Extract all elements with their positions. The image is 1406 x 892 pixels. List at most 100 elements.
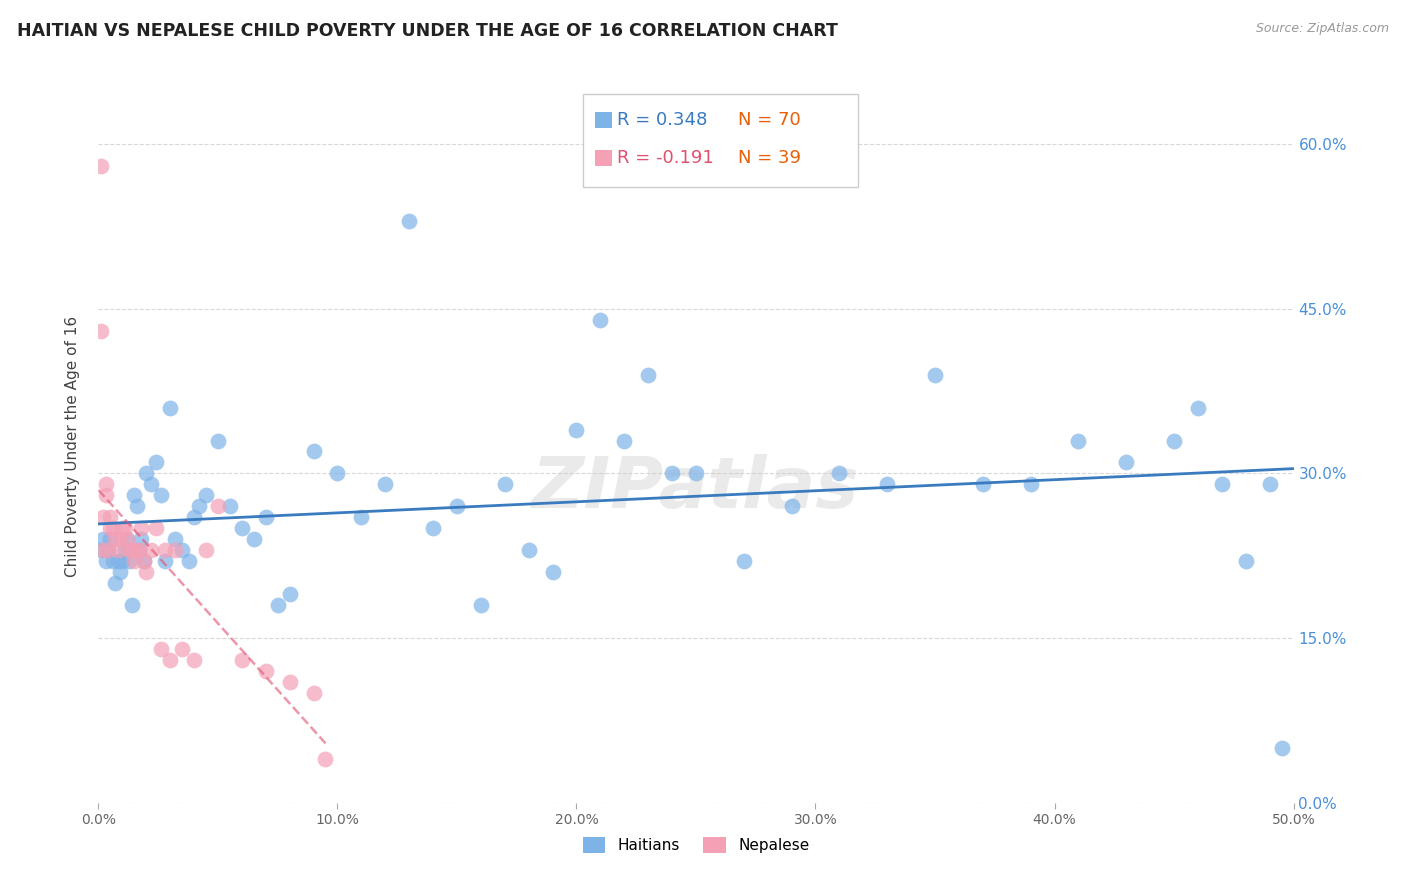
Point (924, 368, 946, 382)
Point (114, 543, 136, 558)
Point (231, 653, 253, 667)
Text: ZIPatlas: ZIPatlas (533, 454, 859, 524)
Point (1258, 477, 1281, 491)
Point (111, 554, 134, 568)
Point (302, 686, 325, 700)
Point (91, 510, 114, 524)
Point (172, 642, 194, 657)
Text: R = 0.348: R = 0.348 (617, 112, 707, 129)
Point (446, 500, 468, 514)
Point (149, 488, 172, 502)
Point (1019, 477, 1042, 491)
Point (972, 477, 994, 491)
Point (613, 434, 636, 448)
Point (207, 500, 229, 514)
Point (107, 543, 129, 558)
Point (1067, 434, 1090, 448)
Point (876, 477, 898, 491)
Point (115, 533, 138, 547)
Point (97, 543, 120, 558)
Point (1187, 401, 1209, 415)
Point (1271, 740, 1294, 755)
Point (91, 533, 114, 547)
Point (780, 500, 803, 514)
Point (302, 444, 325, 458)
Point (187, 500, 209, 514)
Point (179, 554, 201, 568)
Text: HAITIAN VS NEPALESE CHILD POVERTY UNDER THE AGE OF 16 CORRELATION CHART: HAITIAN VS NEPALESE CHILD POVERTY UNDER … (17, 22, 838, 40)
Point (254, 664, 277, 678)
Point (470, 598, 492, 612)
Point (135, 467, 157, 481)
Point (115, 533, 138, 547)
Point (139, 543, 162, 558)
Point (183, 653, 205, 667)
Point (828, 467, 851, 481)
Point (159, 401, 181, 415)
Point (94, 554, 117, 568)
Point (101, 521, 124, 535)
Point (155, 554, 177, 568)
Point (1115, 455, 1137, 469)
Legend: Haitians, Nepalese: Haitians, Nepalese (576, 831, 815, 859)
Point (90, 159, 112, 173)
Point (107, 554, 129, 568)
Point (315, 752, 337, 766)
Point (374, 477, 396, 491)
Point (108, 566, 131, 580)
Point (163, 533, 186, 547)
Point (98, 510, 122, 524)
Point (1163, 434, 1185, 448)
Point (219, 500, 242, 514)
Point (163, 543, 186, 558)
Point (125, 500, 148, 514)
Point (104, 576, 127, 591)
Point (139, 477, 162, 491)
Point (243, 533, 266, 547)
Point (124, 488, 146, 502)
Point (145, 521, 167, 535)
Text: Source: ZipAtlas.com: Source: ZipAtlas.com (1256, 22, 1389, 36)
Point (131, 521, 153, 535)
Point (132, 554, 155, 568)
Point (350, 510, 373, 524)
Point (541, 566, 564, 580)
Point (118, 543, 141, 558)
Point (733, 554, 755, 568)
Point (90, 543, 112, 558)
Point (98, 533, 122, 547)
Point (183, 510, 205, 524)
Point (145, 455, 167, 469)
Y-axis label: Child Poverty Under the Age of 16: Child Poverty Under the Age of 16 (65, 316, 80, 576)
Point (101, 554, 124, 568)
Point (326, 467, 349, 481)
Point (108, 533, 131, 547)
Text: N = 39: N = 39 (738, 149, 801, 167)
Point (661, 467, 683, 481)
Point (128, 543, 150, 558)
Point (94, 477, 117, 491)
Point (254, 510, 277, 524)
Point (195, 543, 218, 558)
Point (128, 543, 150, 558)
Point (94, 488, 117, 502)
Point (1234, 554, 1257, 568)
Point (104, 533, 127, 547)
Point (97, 543, 120, 558)
Point (98, 521, 122, 535)
Point (278, 675, 301, 690)
Point (125, 543, 148, 558)
Point (207, 434, 229, 448)
Point (155, 543, 177, 558)
Point (132, 554, 155, 568)
Point (231, 521, 253, 535)
Point (121, 543, 143, 558)
Point (565, 423, 588, 437)
Point (1211, 477, 1233, 491)
Point (118, 554, 141, 568)
Point (135, 566, 157, 580)
Point (398, 214, 420, 228)
Point (91, 543, 114, 558)
Point (172, 543, 194, 558)
Point (111, 521, 134, 535)
